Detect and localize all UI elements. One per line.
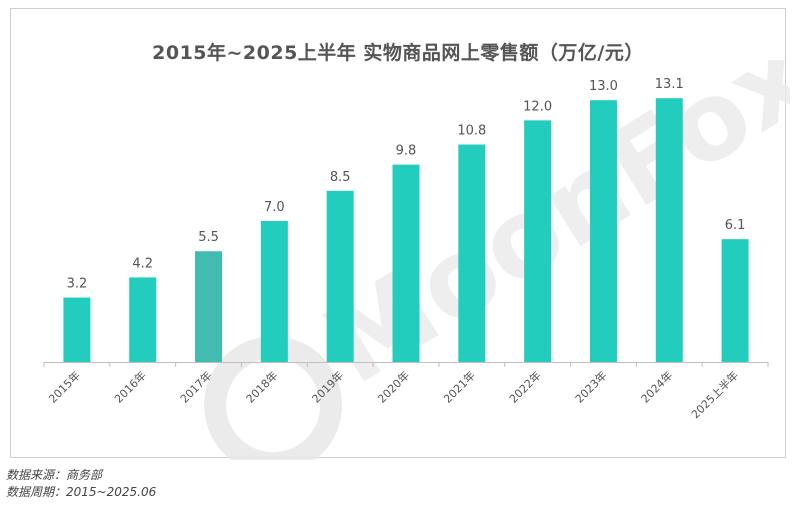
x-tick-label: 2015年 (46, 368, 83, 405)
value-label: 13.0 (589, 79, 618, 94)
bars-group (63, 98, 749, 363)
value-label: 7.0 (264, 200, 285, 215)
bar-2021年 (458, 144, 486, 362)
bar-2024年 (655, 98, 683, 362)
value-label: 6.1 (725, 218, 746, 233)
bar-2016年 (129, 277, 157, 362)
value-label: 9.8 (396, 144, 417, 159)
value-label: 3.2 (67, 277, 88, 292)
x-tick-label: 2021年 (440, 368, 477, 405)
bar-2020年 (392, 164, 420, 362)
bar-2023年 (589, 100, 617, 362)
value-label: 8.5 (330, 170, 351, 185)
value-label: 5.5 (198, 230, 219, 245)
x-tick-label: 2018年 (243, 368, 280, 405)
chart-title: 2015年~2025上半年 实物商品网上零售额（万亿/元） (152, 42, 644, 64)
x-tick-label: 2025上半年 (688, 368, 741, 421)
x-tick-label: 2019年 (309, 368, 346, 405)
data-source: 数据来源：商务部 (6, 468, 103, 482)
value-label: 4.2 (132, 256, 153, 271)
value-label: 12.0 (523, 99, 552, 114)
value-labels-group: 3.2 4.2 5.5 7.0 8.5 9.8 10.8 12.0 13.0 13.1 6.1 (67, 77, 746, 291)
value-label: 13.1 (655, 77, 684, 92)
x-tick-label: 2022年 (506, 368, 543, 405)
x-tick-label: 2016年 (111, 368, 148, 405)
x-tick-label: 2020年 (375, 368, 412, 405)
bar-2022年 (524, 120, 552, 363)
x-tick-label: 2017年 (177, 368, 214, 405)
data-period: 数据周期：2015~2025.06 (6, 485, 157, 499)
bar-2025上半年 (721, 239, 749, 362)
bar-2019年 (326, 190, 354, 362)
tick-marks-group (43, 362, 769, 367)
tick-labels-group: 2015年 2016年 2017年 2018年 2019年 2020年 2021年 2022年… (46, 368, 742, 421)
bar-2015年 (63, 297, 91, 362)
x-tick-label: 2023年 (572, 368, 609, 405)
x-tick-label: 2024年 (638, 368, 675, 405)
bar-2018年 (260, 221, 288, 362)
bar-chart: 3.2 4.2 5.5 7.0 8.5 9.8 10.8 12.0 13.0 13.1 6.1 20… (43, 77, 769, 421)
value-label: 10.8 (457, 124, 486, 139)
bar-2017年 (195, 251, 223, 362)
